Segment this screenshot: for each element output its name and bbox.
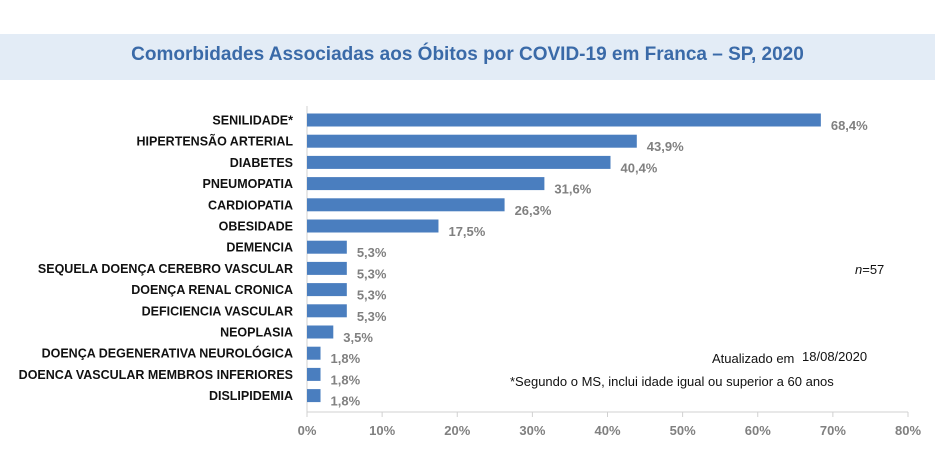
bar [307, 240, 347, 254]
category-label: DEMENCIA [226, 241, 293, 255]
n-symbol: n [855, 262, 863, 277]
data-label: 5,3% [357, 266, 387, 281]
category-label: HIPERTENSÃO ARTERIAL [137, 134, 294, 149]
updated-date: 18/08/2020 [802, 349, 868, 364]
data-label: 5,3% [357, 245, 387, 260]
bar [307, 367, 321, 381]
bar [307, 261, 347, 275]
category-label: DIABETES [230, 156, 293, 170]
bar [307, 325, 334, 339]
category-label: SEQUELA DOENÇA CEREBRO VASCULAR [38, 262, 293, 276]
x-tick-label: 0% [298, 423, 317, 438]
bar [307, 219, 439, 233]
n-value: =57 [862, 262, 885, 277]
x-tick-label: 30% [519, 423, 545, 438]
data-label: 5,3% [357, 288, 387, 303]
footnote: *Segundo o MS, inclui idade igual ou sup… [510, 374, 834, 389]
category-label: PNEUMOPATIA [202, 177, 293, 191]
bar [307, 346, 321, 360]
data-label: 31,6% [554, 182, 591, 197]
data-label: 26,3% [515, 203, 552, 218]
data-label: 1,8% [331, 372, 361, 387]
x-tick-label: 20% [444, 423, 470, 438]
category-label: CARDIOPATIA [208, 198, 293, 212]
bar [307, 304, 347, 318]
updated-note: Atualizado em 18/08/2020 [712, 349, 868, 366]
data-label: 1,8% [331, 394, 361, 409]
data-label: 40,4% [621, 160, 658, 175]
category-label: SENILIDADE* [212, 114, 293, 128]
bar [307, 113, 821, 127]
x-tick-label: 40% [594, 423, 620, 438]
data-label: 43,9% [647, 139, 684, 154]
category-label: DOENÇA DEGENERATIVA NEUROLÓGICA [42, 346, 293, 361]
updated-label: Atualizado em [712, 351, 795, 366]
data-label: 5,3% [357, 309, 387, 324]
chart-title: Comorbidades Associadas aos Óbitos por C… [131, 44, 804, 65]
bar [307, 177, 545, 191]
category-label: DISLIPIDEMIA [209, 389, 293, 403]
title-band [0, 34, 935, 80]
x-tick-label: 60% [745, 423, 771, 438]
x-tick-label: 80% [895, 423, 921, 438]
category-label: OBESIDADE [219, 220, 293, 234]
data-label: 68,4% [831, 118, 868, 133]
x-tick-label: 70% [820, 423, 846, 438]
category-label: DEFICIENCIA VASCULAR [142, 304, 293, 318]
category-label: NEOPLASIA [220, 326, 293, 340]
sample-size-note: n=57 [855, 262, 884, 277]
bar [307, 389, 321, 403]
data-label: 1,8% [331, 351, 361, 366]
bar [307, 155, 611, 169]
bar [307, 198, 505, 212]
data-label: 3,5% [343, 330, 373, 345]
category-label: DOENCA VASCULAR MEMBROS INFERIORES [19, 368, 293, 382]
data-label: 17,5% [448, 224, 485, 239]
x-tick-label: 50% [670, 423, 696, 438]
x-tick-label: 10% [369, 423, 395, 438]
bar [307, 283, 347, 297]
category-label: DOENÇA RENAL CRONICA [131, 283, 293, 297]
bar [307, 134, 637, 148]
